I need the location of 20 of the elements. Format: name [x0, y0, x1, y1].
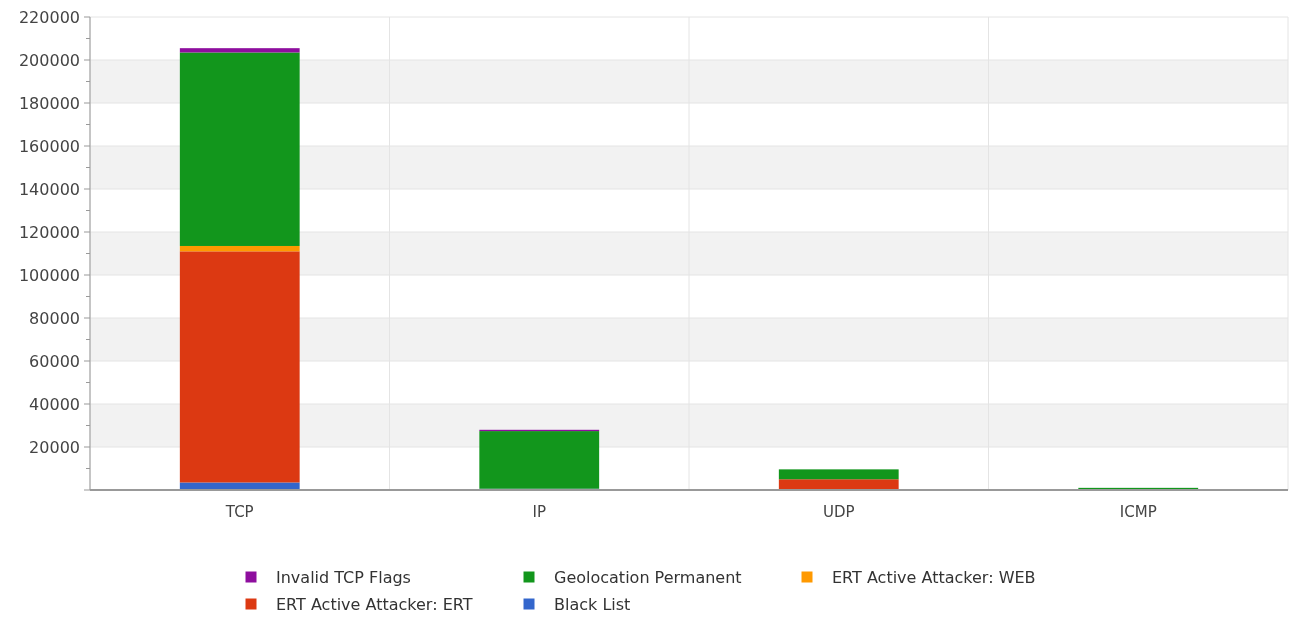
y-tick-label: 80000	[29, 308, 80, 328]
x-tick-label: IP	[532, 503, 546, 521]
y-tick-label: 160000	[18, 136, 80, 156]
x-tick-label: UDP	[822, 503, 855, 521]
legend-label: Invalid TCP Flags	[276, 567, 411, 587]
legend-label: Geolocation Permanent	[554, 567, 742, 587]
y-tick-label: 120000	[18, 222, 80, 242]
legend-label: ERT Active Attacker: WEB	[832, 567, 1036, 587]
y-tick-label: 100000	[18, 265, 80, 285]
x-tick-label: TCP	[224, 503, 254, 521]
y-tick-label: 20000	[29, 437, 80, 457]
y-tick-label: 60000	[29, 351, 80, 371]
y-tick-label: 40000	[29, 394, 80, 414]
y-tick-label: 220000	[18, 7, 80, 27]
x-tick-label: ICMP	[1119, 503, 1157, 521]
y-tick-label: 180000	[18, 93, 80, 113]
legend-label: Black List	[554, 594, 631, 614]
legend-label: ERT Active Attacker: ERT	[276, 594, 473, 614]
y-tick-label: 140000	[18, 179, 80, 199]
y-tick-label: 200000	[18, 50, 80, 70]
